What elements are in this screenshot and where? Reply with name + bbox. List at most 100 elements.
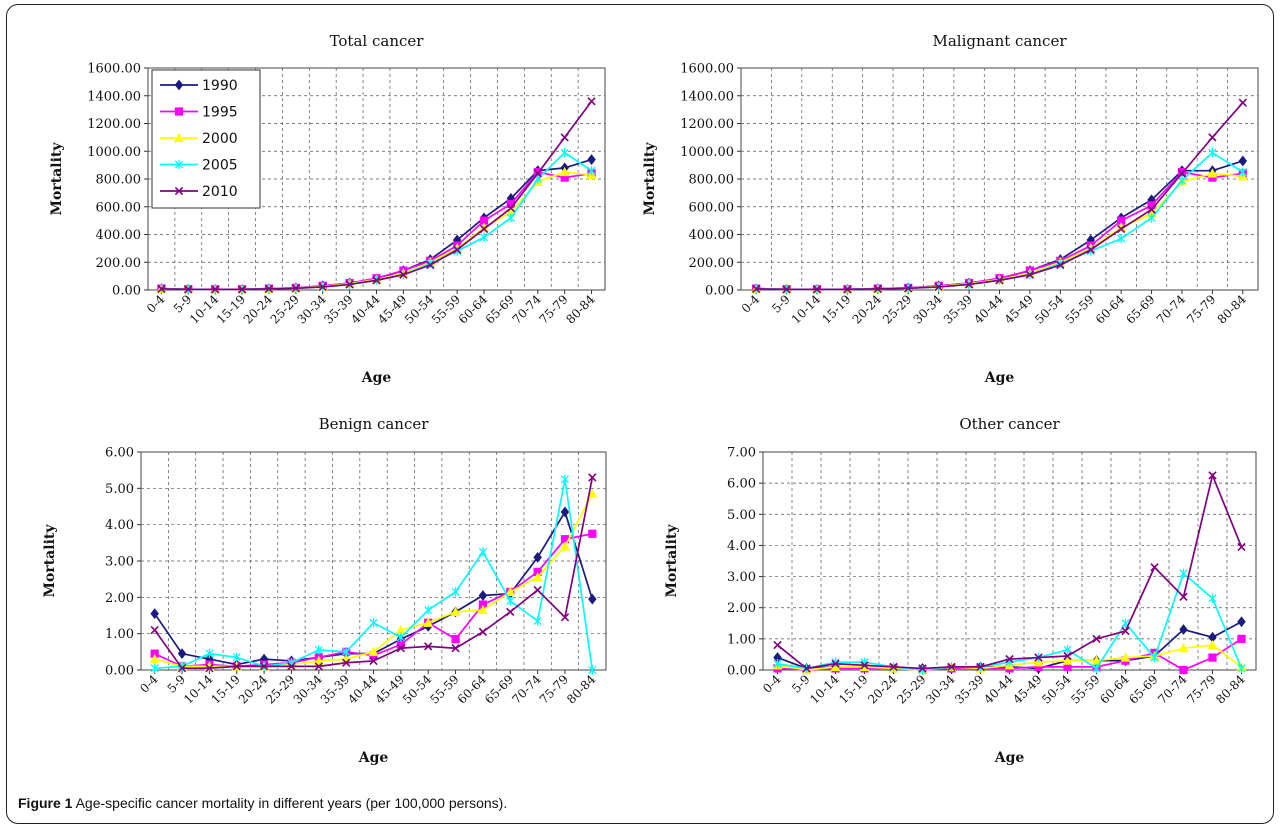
legend-marker-2010 (174, 186, 184, 196)
x-tick-label: 30-34 (923, 672, 958, 707)
data-point-1990 (1237, 616, 1246, 628)
data-point-2010 (264, 284, 274, 294)
data-point-2010 (918, 664, 927, 673)
x-tick-label: 70-74 (510, 292, 545, 327)
x-tick-label: 45-49 (375, 292, 409, 326)
data-point-2005 (1117, 234, 1126, 244)
data-point-2010 (533, 169, 542, 178)
series-2010 (157, 97, 596, 294)
y-tick-label: 0.00 (105, 664, 134, 679)
y-tick-label: 400.00 (96, 228, 142, 243)
y-tick-label: 0.00 (705, 284, 734, 299)
total-cancer-chart: Total cancer 0.00 200.00 400.00 600.00 800.00… (49, 32, 606, 386)
legend-label-2005: 2005 (202, 158, 238, 174)
y-tick-label: 4.00 (105, 518, 134, 533)
x-tick-label: 40-44 (345, 672, 380, 707)
data-point-2010 (964, 280, 974, 289)
data-point-1995 (1208, 653, 1217, 662)
data-point-2010 (452, 245, 462, 254)
series-line-1990 (756, 160, 1244, 291)
data-point-2010 (1063, 651, 1072, 661)
chart-title: Other cancer (959, 415, 1060, 433)
x-tick-label: 25-29 (894, 672, 928, 706)
y-tick-label: 6.00 (105, 446, 134, 461)
data-point-2010 (426, 260, 435, 270)
x-axis-label: Age (984, 370, 1015, 386)
legend-marker-1990 (174, 79, 184, 91)
x-tick-label: 50-54 (1032, 292, 1067, 327)
x-tick-label: 20-24 (865, 672, 900, 707)
x-tick-label: 80-84 (1215, 292, 1250, 327)
data-point-1990 (1179, 624, 1188, 635)
x-tick-label: 15-19 (214, 292, 248, 326)
data-point-2010 (1092, 634, 1101, 644)
data-point-1990 (588, 593, 597, 605)
data-point-2005 (451, 587, 460, 597)
data-point-2010 (1056, 260, 1065, 270)
y-tick-label: 1.00 (105, 627, 134, 642)
data-point-2010 (1147, 205, 1156, 214)
data-point-2005 (1150, 652, 1159, 663)
y-tick-label: 1.00 (727, 632, 756, 647)
data-point-2005 (369, 618, 378, 628)
x-tick-label: 10-14 (789, 292, 824, 327)
series-2005 (773, 568, 1246, 675)
x-tick-label: 10-14 (187, 292, 222, 327)
data-point-2010 (424, 642, 433, 651)
x-tick-label: 10-14 (181, 672, 216, 707)
x-tick-label: 35-39 (321, 292, 355, 326)
data-point-2010 (237, 285, 247, 294)
x-tick-label: 15-19 (836, 672, 870, 706)
x-tick-label: 70-74 (509, 672, 544, 707)
y-tick-label: 0.00 (727, 664, 756, 679)
data-point-1990 (587, 154, 596, 165)
x-tick-label: 50-54 (402, 292, 437, 327)
data-point-2010 (843, 285, 852, 294)
data-point-2005 (560, 148, 569, 158)
gridlines (741, 68, 1258, 290)
data-point-2010 (782, 285, 791, 294)
series-line-1995 (756, 171, 1243, 291)
data-point-2010 (478, 627, 488, 637)
data-point-2000 (1178, 643, 1189, 653)
y-tick-label: 200.00 (689, 256, 735, 271)
x-tick-label: 30-34 (910, 292, 945, 327)
y-tick-label: 3.00 (105, 555, 134, 570)
data-point-2005 (773, 659, 782, 669)
data-point-2005 (587, 166, 596, 176)
data-point-1995 (588, 529, 597, 538)
data-point-1995 (1179, 665, 1188, 675)
x-tick-label: 60-64 (455, 672, 490, 707)
data-point-2010 (1208, 133, 1217, 142)
x-tick-label: 15-19 (819, 292, 853, 326)
plot-area (762, 451, 1257, 671)
data-point-2010 (1208, 471, 1217, 480)
data-point-2010 (1116, 224, 1126, 234)
x-tick-label: 30-34 (294, 292, 329, 327)
data-point-1990 (177, 648, 187, 660)
legend-label-1995: 1995 (202, 105, 238, 121)
data-point-2005 (1177, 175, 1187, 185)
data-point-2010 (184, 285, 193, 294)
data-point-2000 (1120, 652, 1131, 662)
y-tick-label: 600.00 (689, 200, 735, 215)
data-point-2010 (177, 664, 187, 673)
legend: 1990 1995 2000 2005 2010 (151, 69, 261, 209)
data-point-2010 (451, 644, 460, 653)
data-point-2010 (369, 656, 378, 666)
data-point-2005 (205, 649, 214, 659)
data-point-2010 (904, 284, 913, 293)
data-point-2000 (477, 604, 488, 615)
x-tick-label: 75-79 (536, 292, 570, 326)
x-tick-label: 10-14 (807, 672, 842, 707)
series-line-1995 (154, 532, 593, 668)
data-point-2010 (506, 203, 516, 213)
data-point-2005 (1092, 663, 1101, 674)
data-point-2005 (1063, 645, 1072, 655)
x-tick-label: 65-69 (1126, 672, 1160, 706)
data-point-2000 (1062, 655, 1073, 665)
series-line-1990 (153, 509, 594, 666)
data-point-2005 (533, 616, 542, 626)
x-tick-label: 0-4 (739, 292, 763, 316)
data-point-2010 (205, 664, 214, 673)
